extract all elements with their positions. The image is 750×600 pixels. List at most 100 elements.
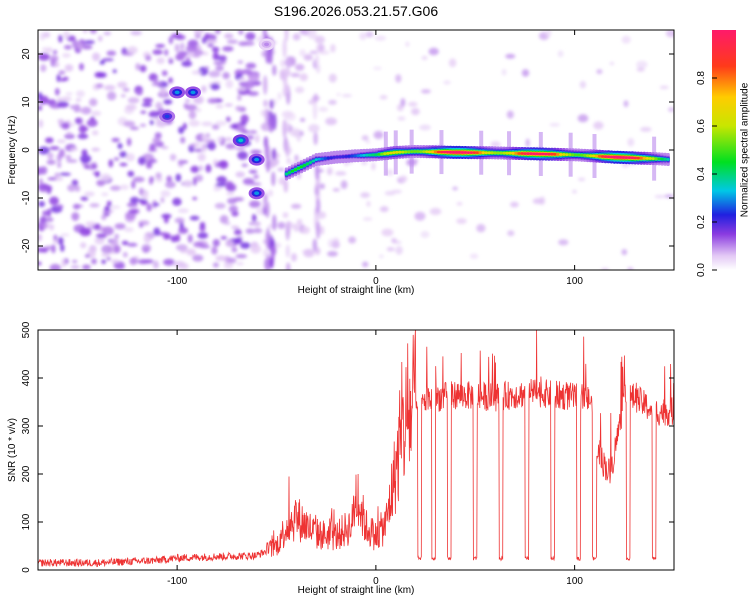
- spectrogram-cell: [72, 39, 79, 49]
- spectrogram-cell: [558, 239, 569, 246]
- spectrogram-cell: [405, 41, 410, 47]
- spectrogram-ridge-cell: [499, 151, 503, 155]
- spectrogram-ridge-cell: [386, 152, 390, 155]
- spectrogram-ridge-cell: [594, 154, 599, 158]
- spectrogram-cell: [627, 137, 635, 147]
- spectrogram-cell: [172, 197, 182, 206]
- spectrogram-cell: [49, 224, 55, 231]
- spectrogram-cell: [201, 36, 207, 44]
- spectrogram-cell: [51, 244, 56, 254]
- spectrogram-cell: [215, 255, 227, 262]
- spectrogram-cell: [38, 92, 43, 100]
- spectrogram-cell: [192, 196, 198, 201]
- spectrogram-cell: [319, 225, 325, 235]
- spectrogram-ridge-cell: [502, 151, 506, 155]
- spectrogram-cell: [42, 47, 47, 52]
- spectrogram-cell: [173, 260, 186, 268]
- snr-ytick-label: 200: [21, 465, 32, 482]
- colorbar-gradient: [712, 30, 736, 270]
- spectrogram-cell: [296, 134, 302, 142]
- spectrogram-cell: [216, 176, 227, 184]
- spectrogram-cell: [166, 175, 172, 183]
- spectrogram-cell: [414, 211, 426, 221]
- spectrogram-ridge-cell: [326, 156, 330, 160]
- colorbar-tick-label: 0.8: [696, 71, 707, 85]
- spectrogram-cell: [75, 98, 82, 102]
- spectrogram-cell: [238, 41, 248, 46]
- spectrogram-cell: [303, 248, 315, 258]
- spectrogram-cell: [386, 169, 394, 176]
- spectrogram-cell: [665, 30, 674, 38]
- spectrogram-ridge-cell: [559, 153, 563, 156]
- spectrogram-ridge-cell: [293, 168, 298, 172]
- spectrogram-cell: [224, 137, 233, 142]
- spectrogram-streak: [285, 122, 291, 132]
- spectrogram-cell: [153, 78, 159, 84]
- spectrogram-cell: [89, 98, 98, 107]
- spectrogram-ridge-cell: [302, 164, 307, 167]
- spectrogram-cell: [360, 192, 370, 198]
- spectrogram-ridge-cell: [636, 156, 640, 160]
- spectrogram-cell: [143, 234, 149, 243]
- spectrogram-cell: [101, 214, 107, 220]
- spectrogram-cell: [328, 73, 337, 83]
- spectrogram-ridge-cell: [308, 161, 313, 164]
- spectrogram-streak: [269, 124, 274, 133]
- spectrogram-cell: [295, 63, 305, 71]
- spectrogram-ridge-cell: [612, 155, 617, 159]
- spectrogram-cell: [237, 94, 242, 101]
- spectrogram-ridge-cell: [481, 151, 485, 155]
- spectrogram-streak: [313, 93, 318, 103]
- spectrogram-cell: [126, 137, 132, 147]
- spectrogram-cell: [280, 59, 286, 68]
- spectrogram-cell: [180, 136, 186, 144]
- spectrogram-cell: [217, 136, 223, 143]
- spectrogram-cell: [238, 77, 246, 81]
- spectrogram-cell: [668, 107, 674, 112]
- spectrogram-cell: [192, 254, 204, 262]
- spectrogram-cell: [140, 200, 148, 206]
- spectrogram-cell: [373, 130, 384, 140]
- spectrogram-ridge-cell: [416, 150, 420, 153]
- spectrogram-cell: [188, 110, 197, 120]
- spectrogram-cell: [109, 238, 119, 246]
- spectrogram-cell: [361, 160, 368, 166]
- spectrogram-ridge-cell: [484, 151, 488, 155]
- spectrogram-ridge-cell: [356, 154, 360, 158]
- spectrogram-cell: [59, 172, 71, 176]
- spectrogram-streak: [262, 206, 267, 216]
- spectrogram-cell: [109, 205, 121, 209]
- spectrogram-cell: [60, 96, 72, 102]
- spectrogram-cell: [224, 103, 233, 107]
- spectrogram-cell: [623, 100, 629, 108]
- spectrogram-ridge-cell: [633, 156, 637, 160]
- spectrogram-cell: [139, 123, 147, 127]
- spectrogram-cell: [215, 120, 227, 126]
- spectrogram-cell: [183, 180, 193, 188]
- spectrogram-cell: [421, 55, 428, 61]
- spectrogram-cell: [223, 262, 234, 269]
- spectrogram-cell: [96, 233, 107, 239]
- spectrogram-cell: [45, 217, 54, 223]
- spectrogram-cell: [379, 95, 388, 100]
- spectrogram-ridge-cell: [654, 157, 658, 161]
- spectrogram-cell: [96, 83, 104, 89]
- spectrogram-cell: [231, 225, 240, 230]
- spectrogram-cell: [174, 217, 185, 224]
- spectrogram-cell: [373, 66, 382, 70]
- spectrogram-cell: [61, 258, 66, 268]
- spectrogram-cell: [205, 39, 218, 44]
- spectrogram-blob-core: [254, 191, 260, 195]
- spectrogram-cell: [69, 122, 75, 127]
- spectrogram-ridge-cell: [362, 154, 366, 157]
- snr-xtick-label: 0: [373, 576, 379, 587]
- spectrogram-cell: [75, 185, 81, 192]
- spectrogram-cell: [621, 249, 628, 256]
- spectrogram-cell: [420, 89, 431, 94]
- spectrogram-cell: [125, 153, 135, 162]
- spectrogram-cell: [248, 170, 258, 174]
- spectrogram-cell: [197, 153, 206, 162]
- spectrogram-cell: [303, 54, 313, 61]
- spectrogram-cell: [318, 106, 329, 112]
- spectrogram-ridge-cell: [630, 156, 635, 160]
